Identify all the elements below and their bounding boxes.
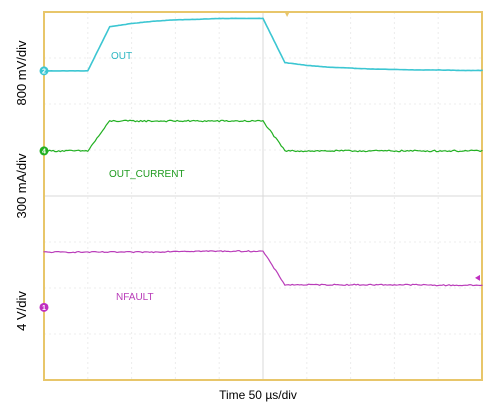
channel-marker-1-icon xyxy=(39,302,49,312)
channel-marker-2-icon xyxy=(39,66,49,76)
channel-marker-label: 2 xyxy=(42,68,46,75)
trace-label-out: OUT xyxy=(111,51,132,62)
channel-marker-label: 1 xyxy=(42,305,46,312)
trace-layer xyxy=(43,17,483,287)
trace-label-nfault: NFAULT xyxy=(116,292,154,303)
grid xyxy=(44,12,482,380)
trace-out-current xyxy=(43,119,483,153)
trace-label-out-current: OUT_CURRENT xyxy=(109,169,185,180)
x-axis-label: Time 50 µs/div xyxy=(219,388,297,402)
nfault-right-marker-icon xyxy=(475,274,480,281)
channel-marker-4-icon xyxy=(39,146,49,156)
channel-marker-label: 4 xyxy=(42,148,46,155)
channel-markers: 2 4 1 xyxy=(39,11,480,312)
y-label-out-current: 300 mA/div xyxy=(14,153,29,219)
trigger-marker-icon xyxy=(284,11,291,17)
y-label-nfault: 4 V/div xyxy=(14,291,29,331)
plot-border xyxy=(43,11,483,381)
y-label-out: 800 mV/div xyxy=(14,40,29,106)
trace-out xyxy=(43,17,483,72)
trace-nfault xyxy=(43,250,483,287)
